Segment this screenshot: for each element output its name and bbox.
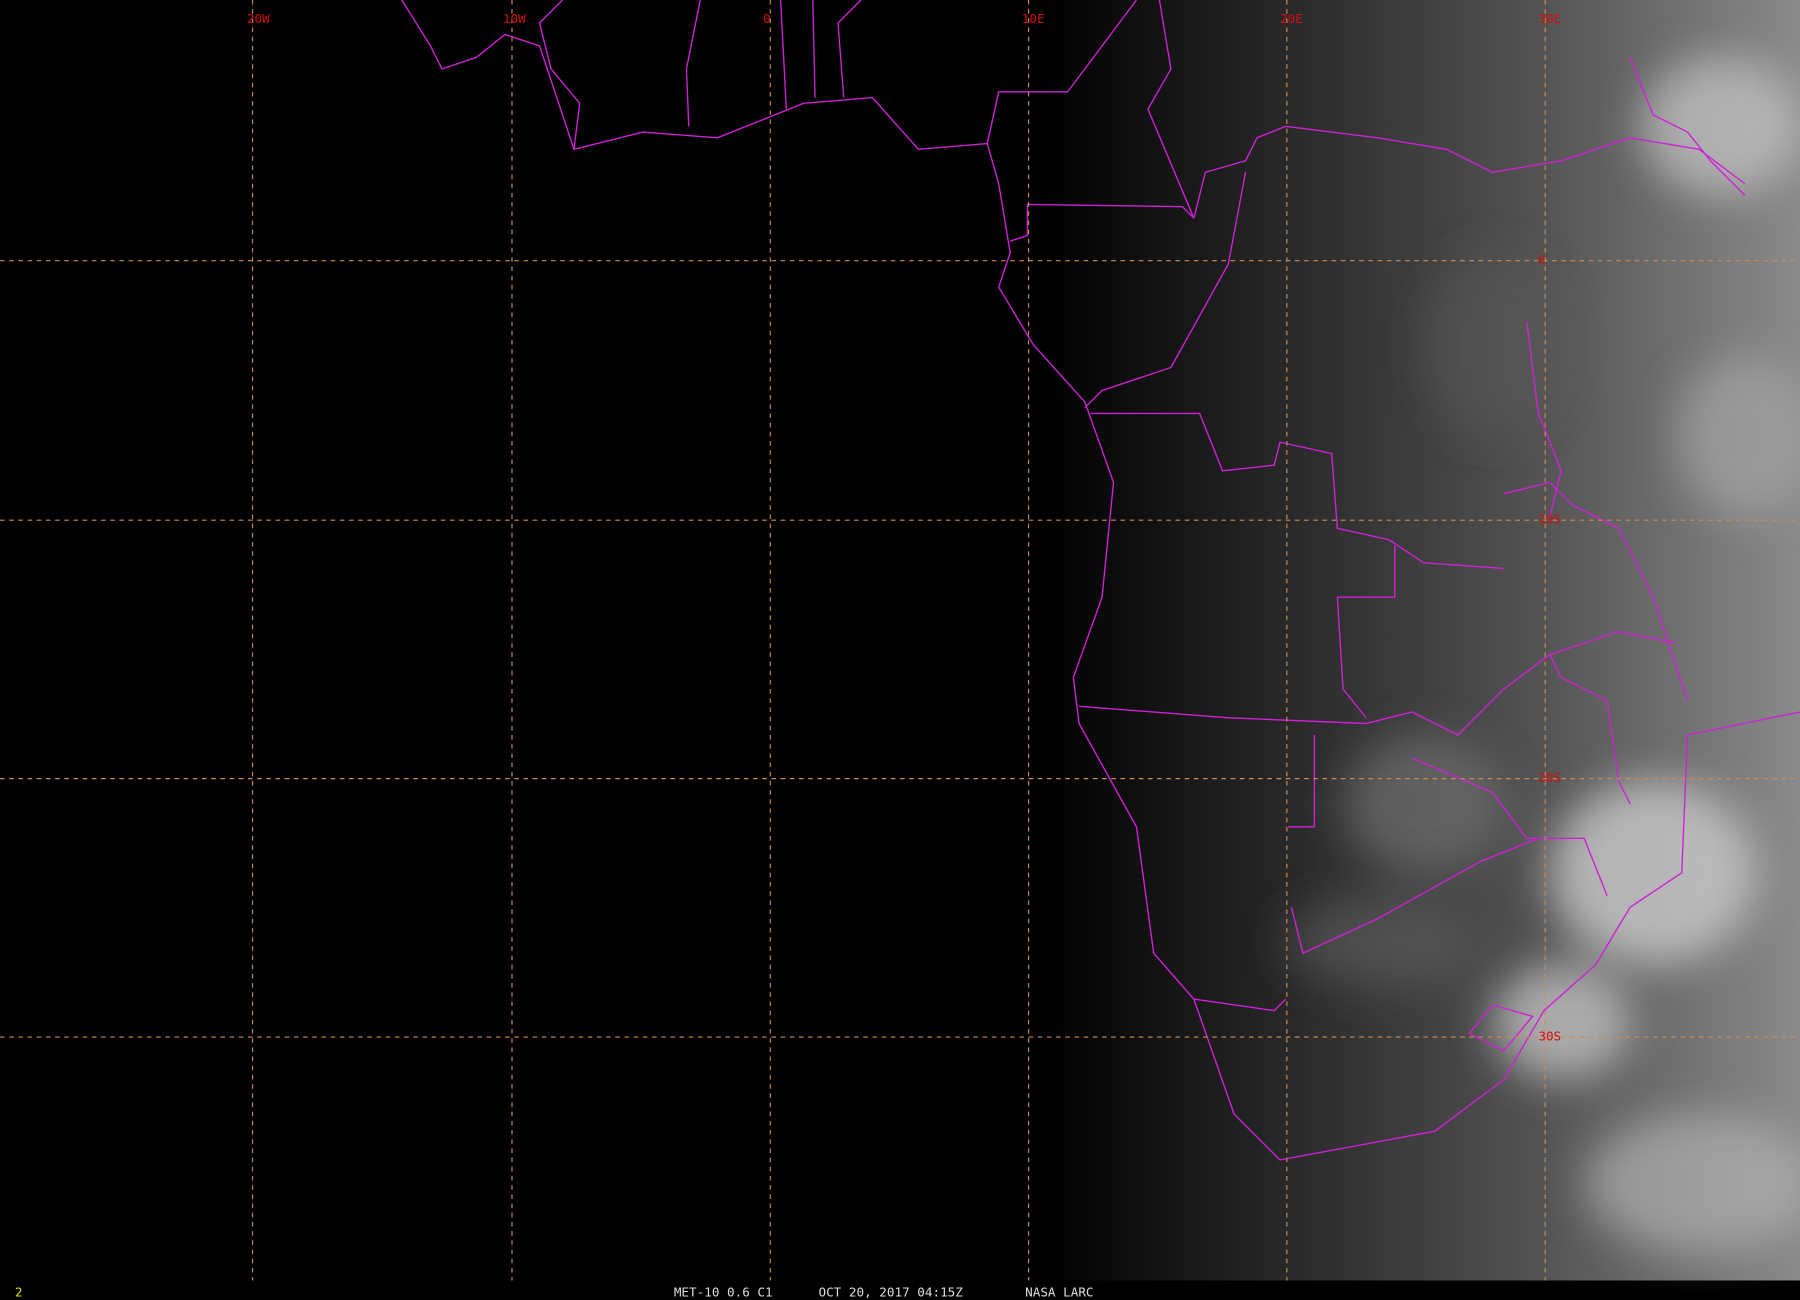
lat-label: 10S	[1538, 512, 1561, 527]
lon-label: 10W	[503, 11, 526, 26]
coastlines	[401, 0, 1800, 1161]
timestamp: OCT 20, 2017 04:15Z	[818, 1285, 963, 1300]
footer: 2 MET-10 0.6 C1 OCT 20, 2017 04:15Z NASA…	[15, 1285, 1094, 1300]
lat-label: 20S	[1538, 770, 1561, 785]
lon-label: 20E	[1280, 11, 1303, 26]
lon-label: 30E	[1538, 11, 1561, 26]
lat-label: 0	[1538, 252, 1546, 267]
lon-label: 0	[763, 11, 771, 26]
source: NASA LARC	[1025, 1285, 1093, 1300]
graticule-labels: 20W 10W 0 10E 20E 30E 0 10S 20S 30S	[247, 11, 1561, 1043]
satellite-channel: MET-10 0.6 C1	[674, 1285, 773, 1300]
lon-label: 20W	[247, 11, 270, 26]
lon-label: 10E	[1022, 11, 1045, 26]
frame-number: 2	[15, 1285, 23, 1300]
clouds	[1285, 57, 1800, 1252]
lat-label: 30S	[1538, 1028, 1561, 1043]
